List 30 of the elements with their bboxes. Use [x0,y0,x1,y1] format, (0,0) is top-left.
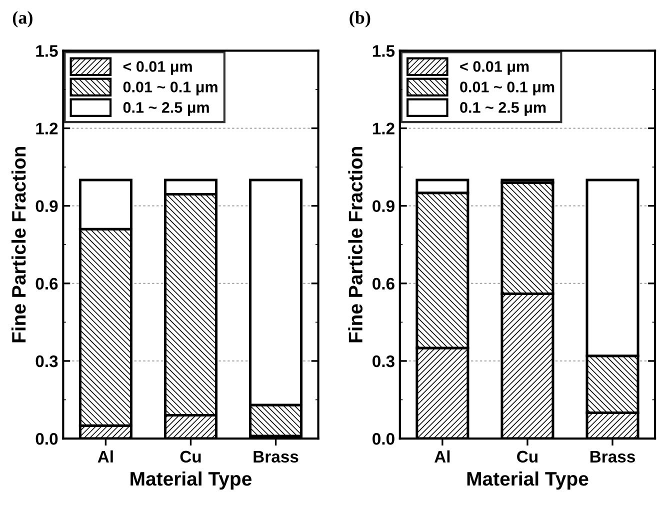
y-tick-label: 0.0 [36,432,58,445]
y-tick-label: 0.6 [372,278,394,290]
chart-title: (a) [12,11,32,28]
y-tick-label: 0.6 [36,278,58,290]
y-axis-title: Fine Particle Fraction [348,146,362,342]
x-tick-label: Al [98,450,113,462]
legend-label: < 0.01 μm [460,61,529,75]
y-tick-label: 1.2 [36,122,58,134]
legend-label: < 0.01 μm [123,61,192,75]
y-tick-label: 0.3 [36,355,58,368]
y-tick-label: 0.0 [372,432,394,445]
chart-title: (b) [350,11,370,28]
legend-label: 0.1 ~ 2.5 μm [460,102,546,116]
x-tick-label: Brass [254,450,298,463]
x-tick-label: Cu [517,450,538,463]
x-axis-title: Material Type [467,471,588,490]
x-tick-label: Al [434,450,450,462]
y-tick-label: 0.3 [372,355,394,368]
legend-label: 0.1 ~ 2.5 μm [123,102,209,116]
y-tick-label: 1.5 [372,45,395,57]
y-tick-label: 0.9 [36,200,58,212]
x-tick-label: Brass [590,450,635,463]
y-tick-label: 0.9 [372,200,394,212]
y-axis-title: Fine Particle Fraction [11,146,26,342]
legend-label: 0.01 ~ 0.1 μm [460,82,554,96]
legend-label: 0.01 ~ 0.1 μm [123,82,218,96]
x-axis-title: Material Type [130,471,252,490]
x-tick-label: Cu [180,450,201,463]
y-tick-label: 1.2 [372,122,394,134]
y-tick-label: 1.5 [36,45,58,57]
